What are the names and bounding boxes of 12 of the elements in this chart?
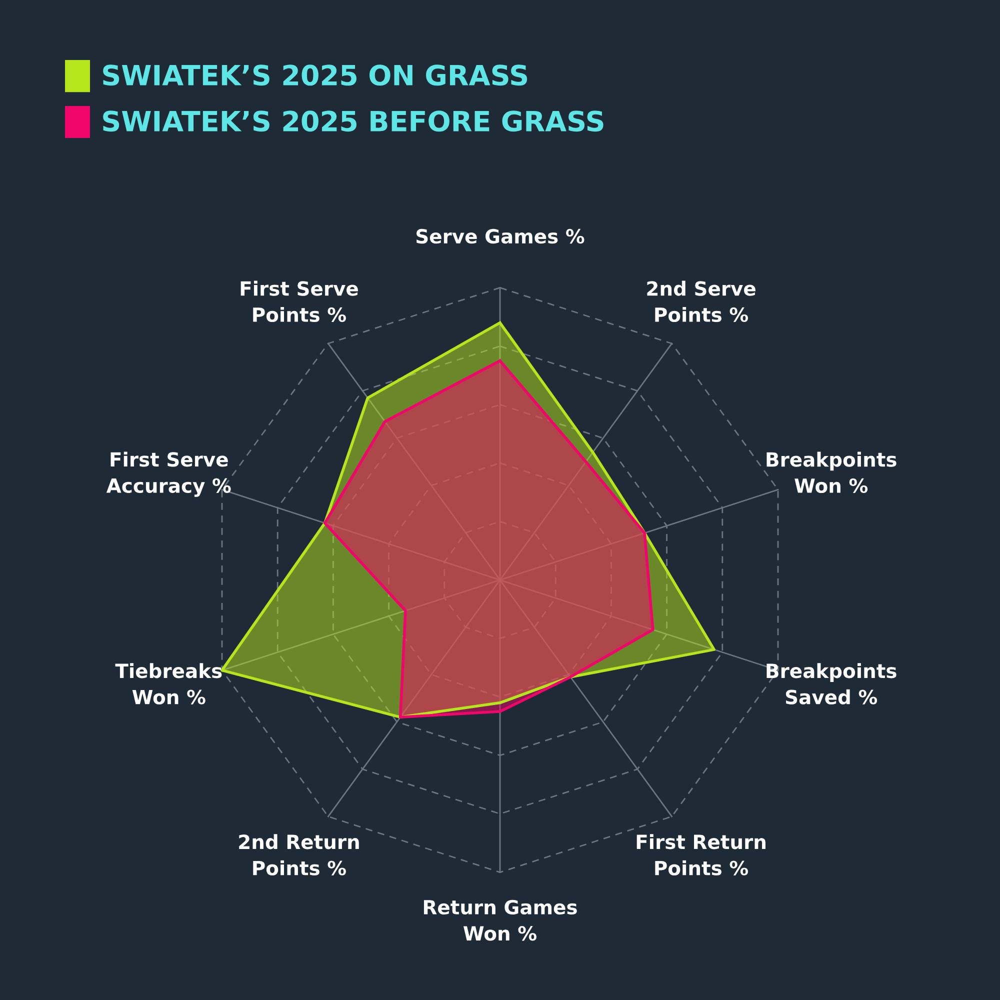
- spoke-label: First Serve Points %: [240, 280, 358, 322]
- spoke-label: 2nd Return Points %: [239, 834, 359, 876]
- spoke-label: First Serve Accuracy %: [106, 452, 231, 497]
- legend-label: SWIATEK’S 2025 ON GRASS: [103, 64, 528, 86]
- spoke-label: First Return Points %: [636, 834, 766, 876]
- spoke-label: Breakpoints Won %: [766, 452, 896, 494]
- spoke-label: Tiebreaks Won %: [115, 663, 222, 704]
- spoke-label: Return Games Won %: [424, 900, 577, 941]
- legend-label: SWIATEK’S 2025 BEFORE GRASS: [103, 110, 604, 132]
- spoke-label: 2nd Serve Points %: [647, 280, 756, 322]
- spoke-label: Breakpoints Saved %: [766, 663, 896, 704]
- spoke-label: Serve Games %: [416, 228, 584, 244]
